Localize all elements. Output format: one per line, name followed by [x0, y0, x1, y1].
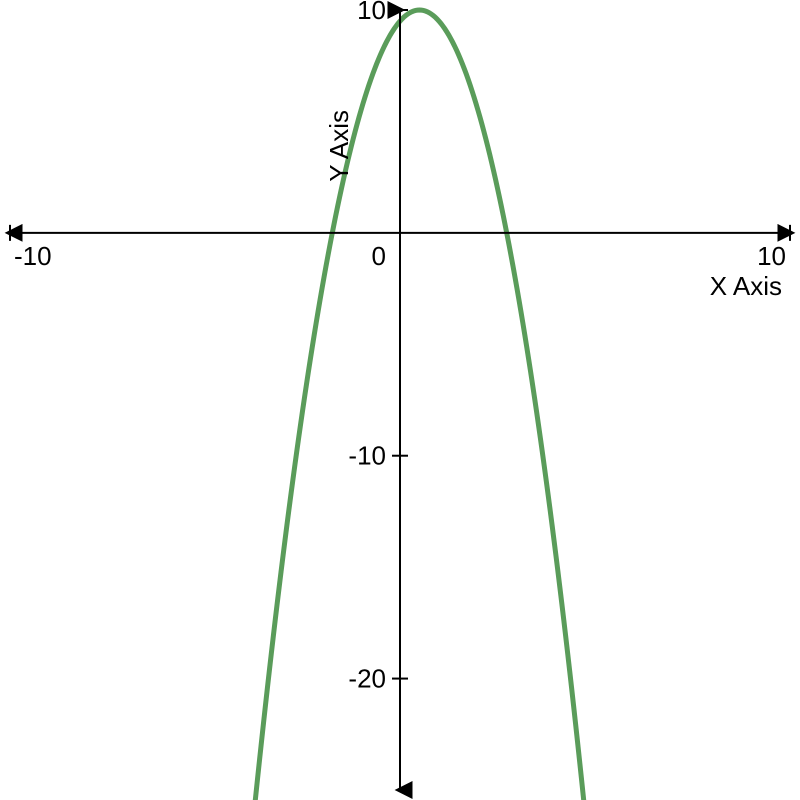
x-tick-label: -10 [14, 241, 52, 271]
y-tick-label: -10 [348, 441, 386, 471]
x-tick-label: 0 [372, 241, 386, 271]
y-axis-label: Y Axis [324, 110, 354, 182]
x-axis-label: X Axis [710, 271, 782, 301]
parabola-curve [252, 10, 589, 800]
x-tick-label: 10 [757, 241, 786, 271]
y-tick-label: -20 [348, 664, 386, 694]
parabola-chart: -10 0 10 10 -10 -20 X Axis Y Axis [0, 0, 800, 800]
y-tick-label: 10 [357, 0, 386, 25]
